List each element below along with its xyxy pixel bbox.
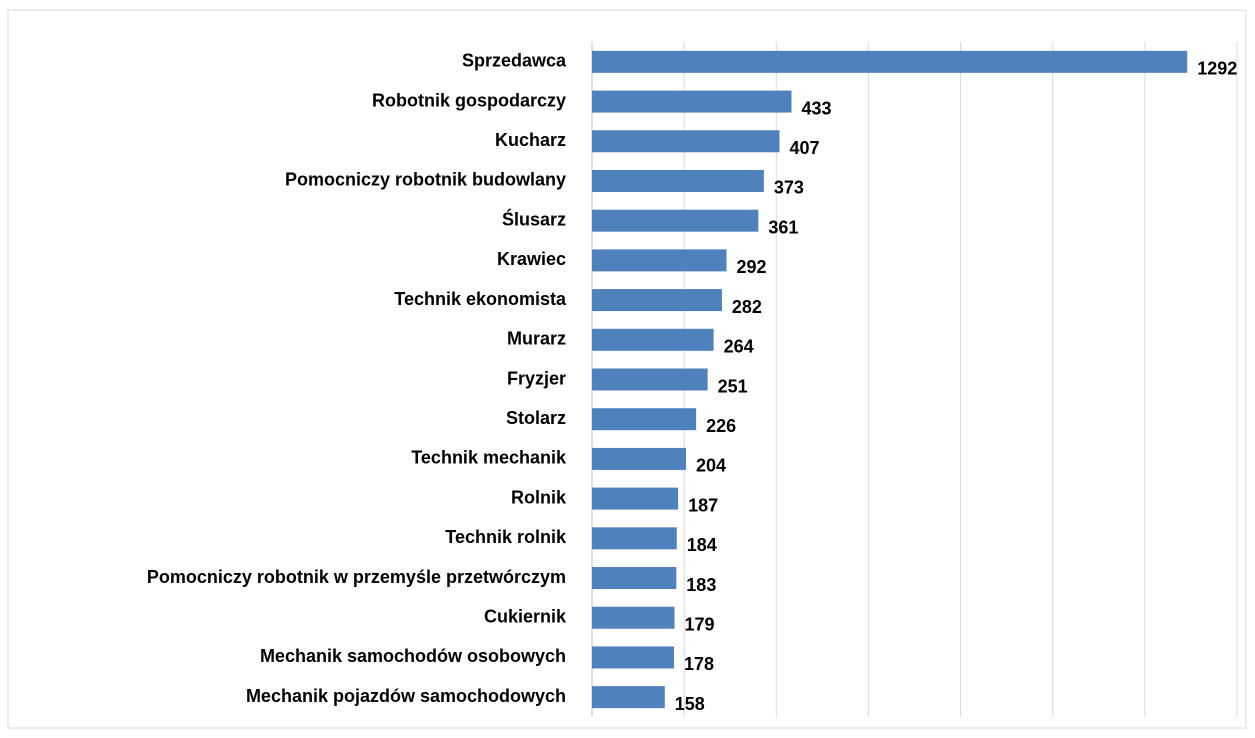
- bar: [592, 169, 764, 192]
- bar: [592, 567, 677, 590]
- data-label: 226: [706, 416, 736, 436]
- data-label: 184: [687, 535, 717, 555]
- bar: [592, 328, 714, 351]
- y-tick-label: Technik ekonomista: [394, 289, 567, 309]
- data-label: 433: [801, 98, 831, 118]
- data-label: 361: [768, 217, 798, 237]
- data-label: 407: [790, 138, 820, 158]
- y-tick-label: Ślusarz: [502, 208, 566, 229]
- bar: [592, 289, 722, 312]
- y-tick-label: Rolnik: [511, 487, 567, 507]
- y-tick-label: Pomocniczy robotnik budowlany: [285, 170, 566, 190]
- y-tick-label: Krawiec: [497, 249, 566, 269]
- data-label: 158: [675, 694, 705, 714]
- bar: [592, 408, 697, 431]
- bar: [592, 487, 679, 510]
- y-tick-label: Mechanik samochodów osobowych: [260, 646, 566, 666]
- bar: [592, 646, 675, 669]
- bar: [592, 368, 708, 391]
- data-label: 187: [688, 495, 718, 515]
- y-tick-label: Technik mechanik: [411, 448, 567, 468]
- data-label: 183: [686, 575, 716, 595]
- y-tick-label: Mechanik pojazdów samochodowych: [246, 686, 566, 706]
- y-tick-label: Kucharz: [495, 130, 566, 150]
- data-label: 251: [718, 376, 748, 396]
- data-label: 264: [724, 337, 754, 357]
- y-tick-label: Sprzedawca: [462, 51, 567, 71]
- bar: [592, 209, 759, 232]
- bar: [592, 90, 792, 113]
- y-tick-label: Murarz: [507, 329, 566, 349]
- data-label: 178: [684, 654, 714, 674]
- data-label: 179: [684, 614, 714, 634]
- bar: [592, 50, 1188, 73]
- y-tick-label: Fryzjer: [507, 368, 566, 388]
- y-tick-label: Cukiernik: [484, 606, 567, 626]
- data-label: 1292: [1197, 59, 1237, 79]
- bar: [592, 527, 677, 550]
- bar: [592, 130, 780, 153]
- bar: [592, 249, 727, 272]
- data-label: 282: [732, 297, 762, 317]
- y-tick-label: Robotnik gospodarczy: [372, 90, 566, 110]
- bar: [592, 606, 675, 629]
- data-label: 204: [696, 456, 726, 476]
- y-tick-label: Stolarz: [506, 408, 566, 428]
- bar: [592, 447, 686, 470]
- data-label: 292: [737, 257, 767, 277]
- bar: [592, 686, 665, 709]
- y-tick-label: Technik rolnik: [445, 527, 567, 547]
- y-tick-label: Pomocniczy robotnik w przemyśle przetwór…: [147, 567, 566, 587]
- data-label: 373: [774, 178, 804, 198]
